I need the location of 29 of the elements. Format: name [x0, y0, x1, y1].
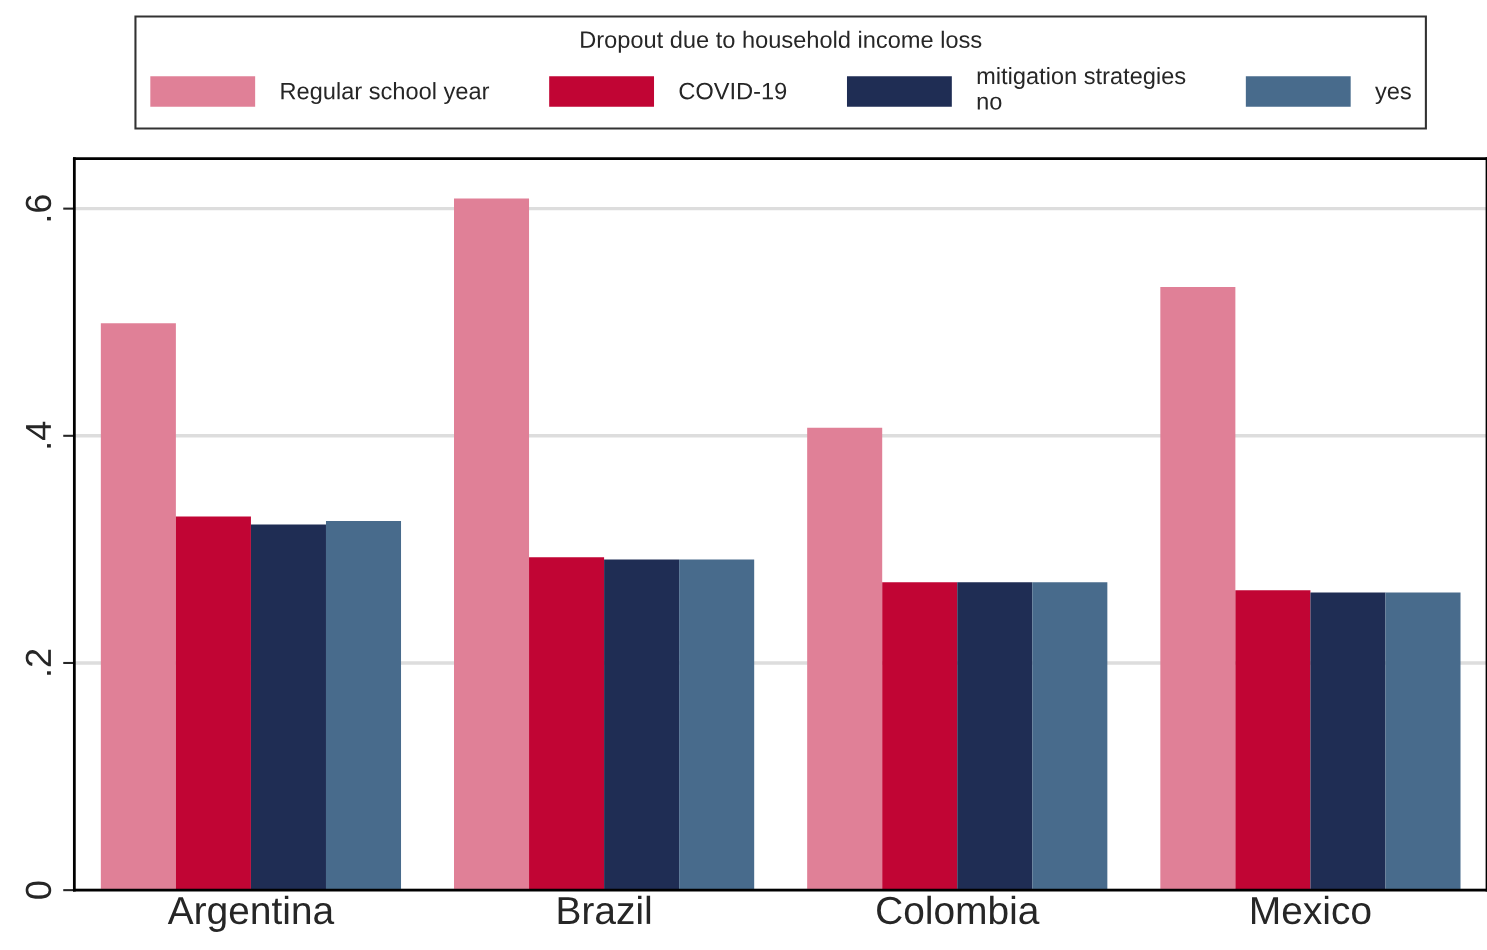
x-tick-label: Brazil: [558, 895, 651, 925]
bar: [882, 582, 958, 891]
legend-label: COVID-19: [679, 82, 787, 100]
bar: [604, 559, 680, 891]
legend-label: Regular school year: [281, 82, 490, 105]
bar: [957, 582, 1033, 891]
y-tick-label: 0: [25, 881, 52, 899]
bar: [679, 559, 755, 891]
bar: [1160, 287, 1236, 891]
legend-label: yes: [1375, 86, 1411, 105]
legend-title: Dropout due to household income loss: [581, 30, 982, 53]
bar: [1310, 592, 1386, 891]
bar: [175, 516, 251, 891]
bar: [1032, 582, 1108, 891]
bar: [325, 520, 402, 891]
bar: [1385, 592, 1461, 891]
x-tick-label: Argentina: [167, 895, 335, 932]
bar: [807, 427, 883, 891]
y-tick-label: .4: [26, 421, 51, 448]
y-tick-label: .6: [25, 195, 52, 221]
y-tick-label: .2: [25, 649, 51, 675]
legend-label: mitigation strategies no: [977, 66, 1186, 110]
bar: [1235, 590, 1311, 891]
bar: [529, 557, 605, 891]
bar: [250, 524, 326, 891]
bar: [454, 198, 530, 891]
x-tick-label: Mexico: [1252, 895, 1371, 925]
bar: [100, 323, 176, 891]
x-tick-label: Colombia: [877, 895, 1040, 925]
